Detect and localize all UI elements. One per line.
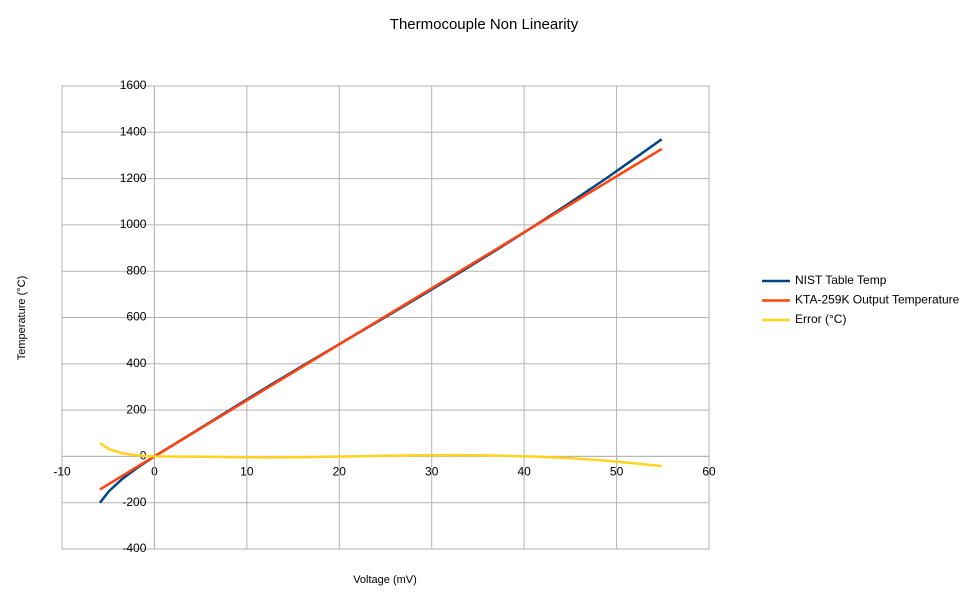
y-axis-label: Temperature (°C)	[16, 276, 28, 360]
series-line	[99, 442, 662, 468]
y-tick-label: 1600	[120, 78, 147, 92]
y-tick-label: 1400	[120, 124, 147, 138]
x-tick-label: 30	[425, 465, 439, 479]
x-axis-label: Voltage (mV)	[353, 574, 417, 586]
x-tick-label: 40	[517, 465, 531, 479]
y-tick-label: -400	[122, 541, 146, 555]
x-tick-label: -10	[53, 465, 71, 479]
y-tick-label: -200	[122, 495, 146, 509]
x-tick-label: 60	[702, 465, 716, 479]
y-tick-label: 400	[126, 356, 146, 370]
x-tick-label: 50	[610, 465, 624, 479]
x-tick-label: 10	[240, 465, 254, 479]
y-tick-label: 1000	[120, 217, 147, 231]
series-line	[98, 138, 663, 504]
y-tick-label: 1200	[120, 171, 147, 185]
legend-label: Error (°C)	[795, 312, 846, 326]
legend-label: NIST Table Temp	[795, 273, 887, 287]
x-tick-label: 20	[333, 465, 347, 479]
y-tick-label: 600	[126, 310, 146, 324]
y-tick-label: 800	[126, 263, 146, 277]
legend-label: KTA-259K Output Temperature	[795, 293, 960, 307]
chart-title: Thermocouple Non Linearity	[390, 16, 579, 33]
series-line	[99, 147, 663, 491]
y-tick-label: 200	[126, 402, 146, 416]
